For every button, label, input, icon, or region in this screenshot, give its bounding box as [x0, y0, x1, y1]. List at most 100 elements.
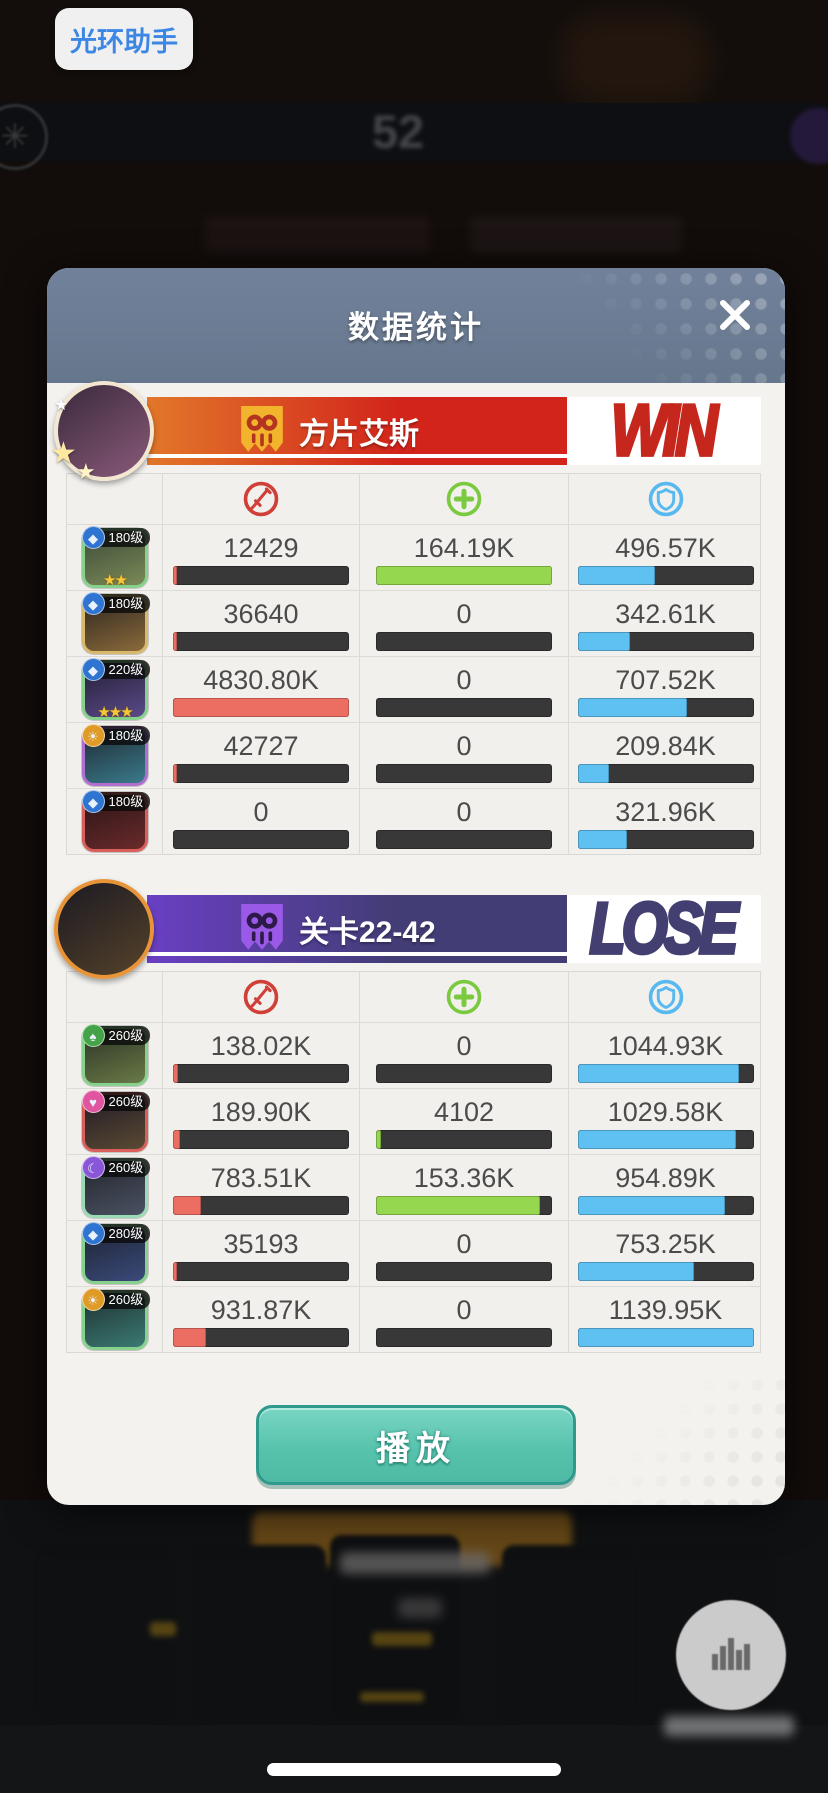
- close-button[interactable]: [709, 290, 761, 342]
- damage-value: 783.51K: [210, 1163, 312, 1193]
- damage-bar: [173, 830, 349, 849]
- heal-cell: 0: [359, 657, 568, 722]
- level-label: 260级: [98, 1290, 151, 1309]
- damage-value: 189.90K: [210, 1097, 312, 1127]
- avatar-cell: ◆ 280级: [67, 1221, 162, 1286]
- shield-icon: [646, 977, 686, 1017]
- damage-value: 12429: [223, 533, 299, 563]
- result-badge: LOSE: [567, 895, 761, 963]
- heal-value: 164.19K: [413, 533, 515, 563]
- shield-value: 1044.93K: [607, 1031, 724, 1061]
- hero-avatar: ♥ 260级: [81, 1090, 151, 1152]
- play-button[interactable]: 播放: [256, 1405, 576, 1485]
- damage-bar-fill: [173, 1064, 179, 1083]
- damage-cell: 35193: [162, 1221, 359, 1286]
- shield-bar: [577, 632, 754, 651]
- class-icon: ◆: [81, 1222, 105, 1245]
- heal-bar: [376, 632, 552, 651]
- shield-bar-fill: [577, 1196, 726, 1215]
- level-badge: ◆ 220级: [81, 658, 151, 681]
- level-label: 260级: [98, 1092, 151, 1111]
- level-label: 180级: [98, 726, 151, 745]
- heal-cell: 153.36K: [359, 1155, 568, 1220]
- assistant-badge[interactable]: 光环助手: [55, 8, 193, 70]
- level-label: 180级: [98, 594, 151, 613]
- heal-cell: 0: [359, 723, 568, 788]
- level-badge: ☾ 260级: [81, 1156, 151, 1179]
- level-badge: ◆ 180级: [81, 592, 151, 615]
- shield-bar: [577, 1262, 754, 1281]
- shield-value: 954.89K: [615, 1163, 716, 1193]
- damage-bar: [173, 1196, 349, 1215]
- heal-bar-fill: [376, 1196, 540, 1215]
- table-row: ◆ 180级 ★★ 12429 164.19K 496.57K: [67, 524, 760, 590]
- damage-value: 42727: [223, 731, 299, 761]
- level-label: 220级: [98, 660, 151, 679]
- heal-value: 0: [456, 1031, 472, 1061]
- star-rating: ★★: [103, 571, 128, 589]
- damage-cell: 783.51K: [162, 1155, 359, 1220]
- attack-icon: [241, 479, 281, 519]
- damage-cell: 0: [162, 789, 359, 854]
- level-badge: ◆ 180级: [81, 526, 151, 549]
- attack-icon: [241, 977, 281, 1017]
- star-decoration: ★: [50, 437, 77, 470]
- damage-value: 4830.80K: [203, 665, 319, 695]
- damage-value: 138.02K: [210, 1031, 312, 1061]
- shield-cell: 707.52K: [568, 657, 762, 722]
- table-row: ♠ 260级 138.02K 0 1044.93K: [67, 1022, 760, 1088]
- shield-value: 707.52K: [615, 665, 716, 695]
- heal-column-header: [359, 474, 568, 524]
- heal-bar: [376, 1262, 552, 1281]
- team-avatar: ★ ★ ★: [54, 879, 154, 979]
- teams-container: 方片艾斯 ★ ★ ★ WIN: [50, 381, 762, 1353]
- level-label: 180级: [98, 792, 151, 811]
- level-badge: ◆ 280级: [81, 1222, 151, 1245]
- shield-bar: [577, 1328, 754, 1347]
- shield-icon: [646, 479, 686, 519]
- home-indicator[interactable]: [267, 1763, 561, 1776]
- shield-cell: 342.61K: [568, 591, 762, 656]
- avatar-cell: ☀ 260级: [67, 1287, 162, 1352]
- damage-cell: 931.87K: [162, 1287, 359, 1352]
- team-section: 方片艾斯 ★ ★ ★ WIN: [50, 381, 762, 855]
- shield-cell: 209.84K: [568, 723, 762, 788]
- hero-avatar: ♠ 260级: [81, 1024, 151, 1086]
- shield-value: 209.84K: [615, 731, 716, 761]
- shield-cell: 1044.93K: [568, 1023, 762, 1088]
- class-icon: ☀: [81, 1288, 105, 1311]
- class-icon: ◆: [81, 592, 105, 615]
- shield-cell: 321.96K: [568, 789, 762, 854]
- shield-value: 321.96K: [615, 797, 716, 827]
- damage-bar-fill: [173, 632, 177, 651]
- heal-bar: [376, 830, 552, 849]
- heal-bar: [376, 566, 552, 585]
- modal-title: 数据统计: [348, 310, 484, 345]
- hero-avatar: ◆ 180级: [81, 790, 151, 852]
- star-decoration: ★: [76, 459, 96, 484]
- table-row: ♥ 260级 189.90K 4102 1029.58K: [67, 1088, 760, 1154]
- damage-cell: 4830.80K: [162, 657, 359, 722]
- avatar-column-header: [67, 972, 162, 1022]
- stats-fab-button[interactable]: [676, 1600, 786, 1710]
- class-icon: ♠: [81, 1024, 105, 1047]
- stats-table: ♠ 260级 138.02K 0 1044.93K ♥ 260级: [66, 971, 761, 1353]
- avatar-cell: ☾ 260级: [67, 1155, 162, 1220]
- modal-header: 数据统计: [47, 268, 785, 383]
- heal-bar: [376, 1196, 552, 1215]
- heal-cell: 4102: [359, 1089, 568, 1154]
- heal-cell: 164.19K: [359, 525, 568, 590]
- heal-bar: [376, 1064, 552, 1083]
- heal-value: 0: [456, 1229, 472, 1259]
- assistant-badge-label: 光环助手: [70, 26, 178, 57]
- shield-cell: 1139.95K: [568, 1287, 762, 1352]
- shield-bar-fill: [577, 566, 655, 585]
- dots-pattern: [525, 268, 785, 383]
- damage-column-header: [162, 972, 359, 1022]
- star-decoration: ★: [54, 397, 69, 414]
- shield-bar-fill: [577, 1328, 754, 1347]
- class-icon: ◆: [81, 790, 105, 813]
- shield-bar-fill: [577, 764, 610, 783]
- shield-bar: [577, 566, 754, 585]
